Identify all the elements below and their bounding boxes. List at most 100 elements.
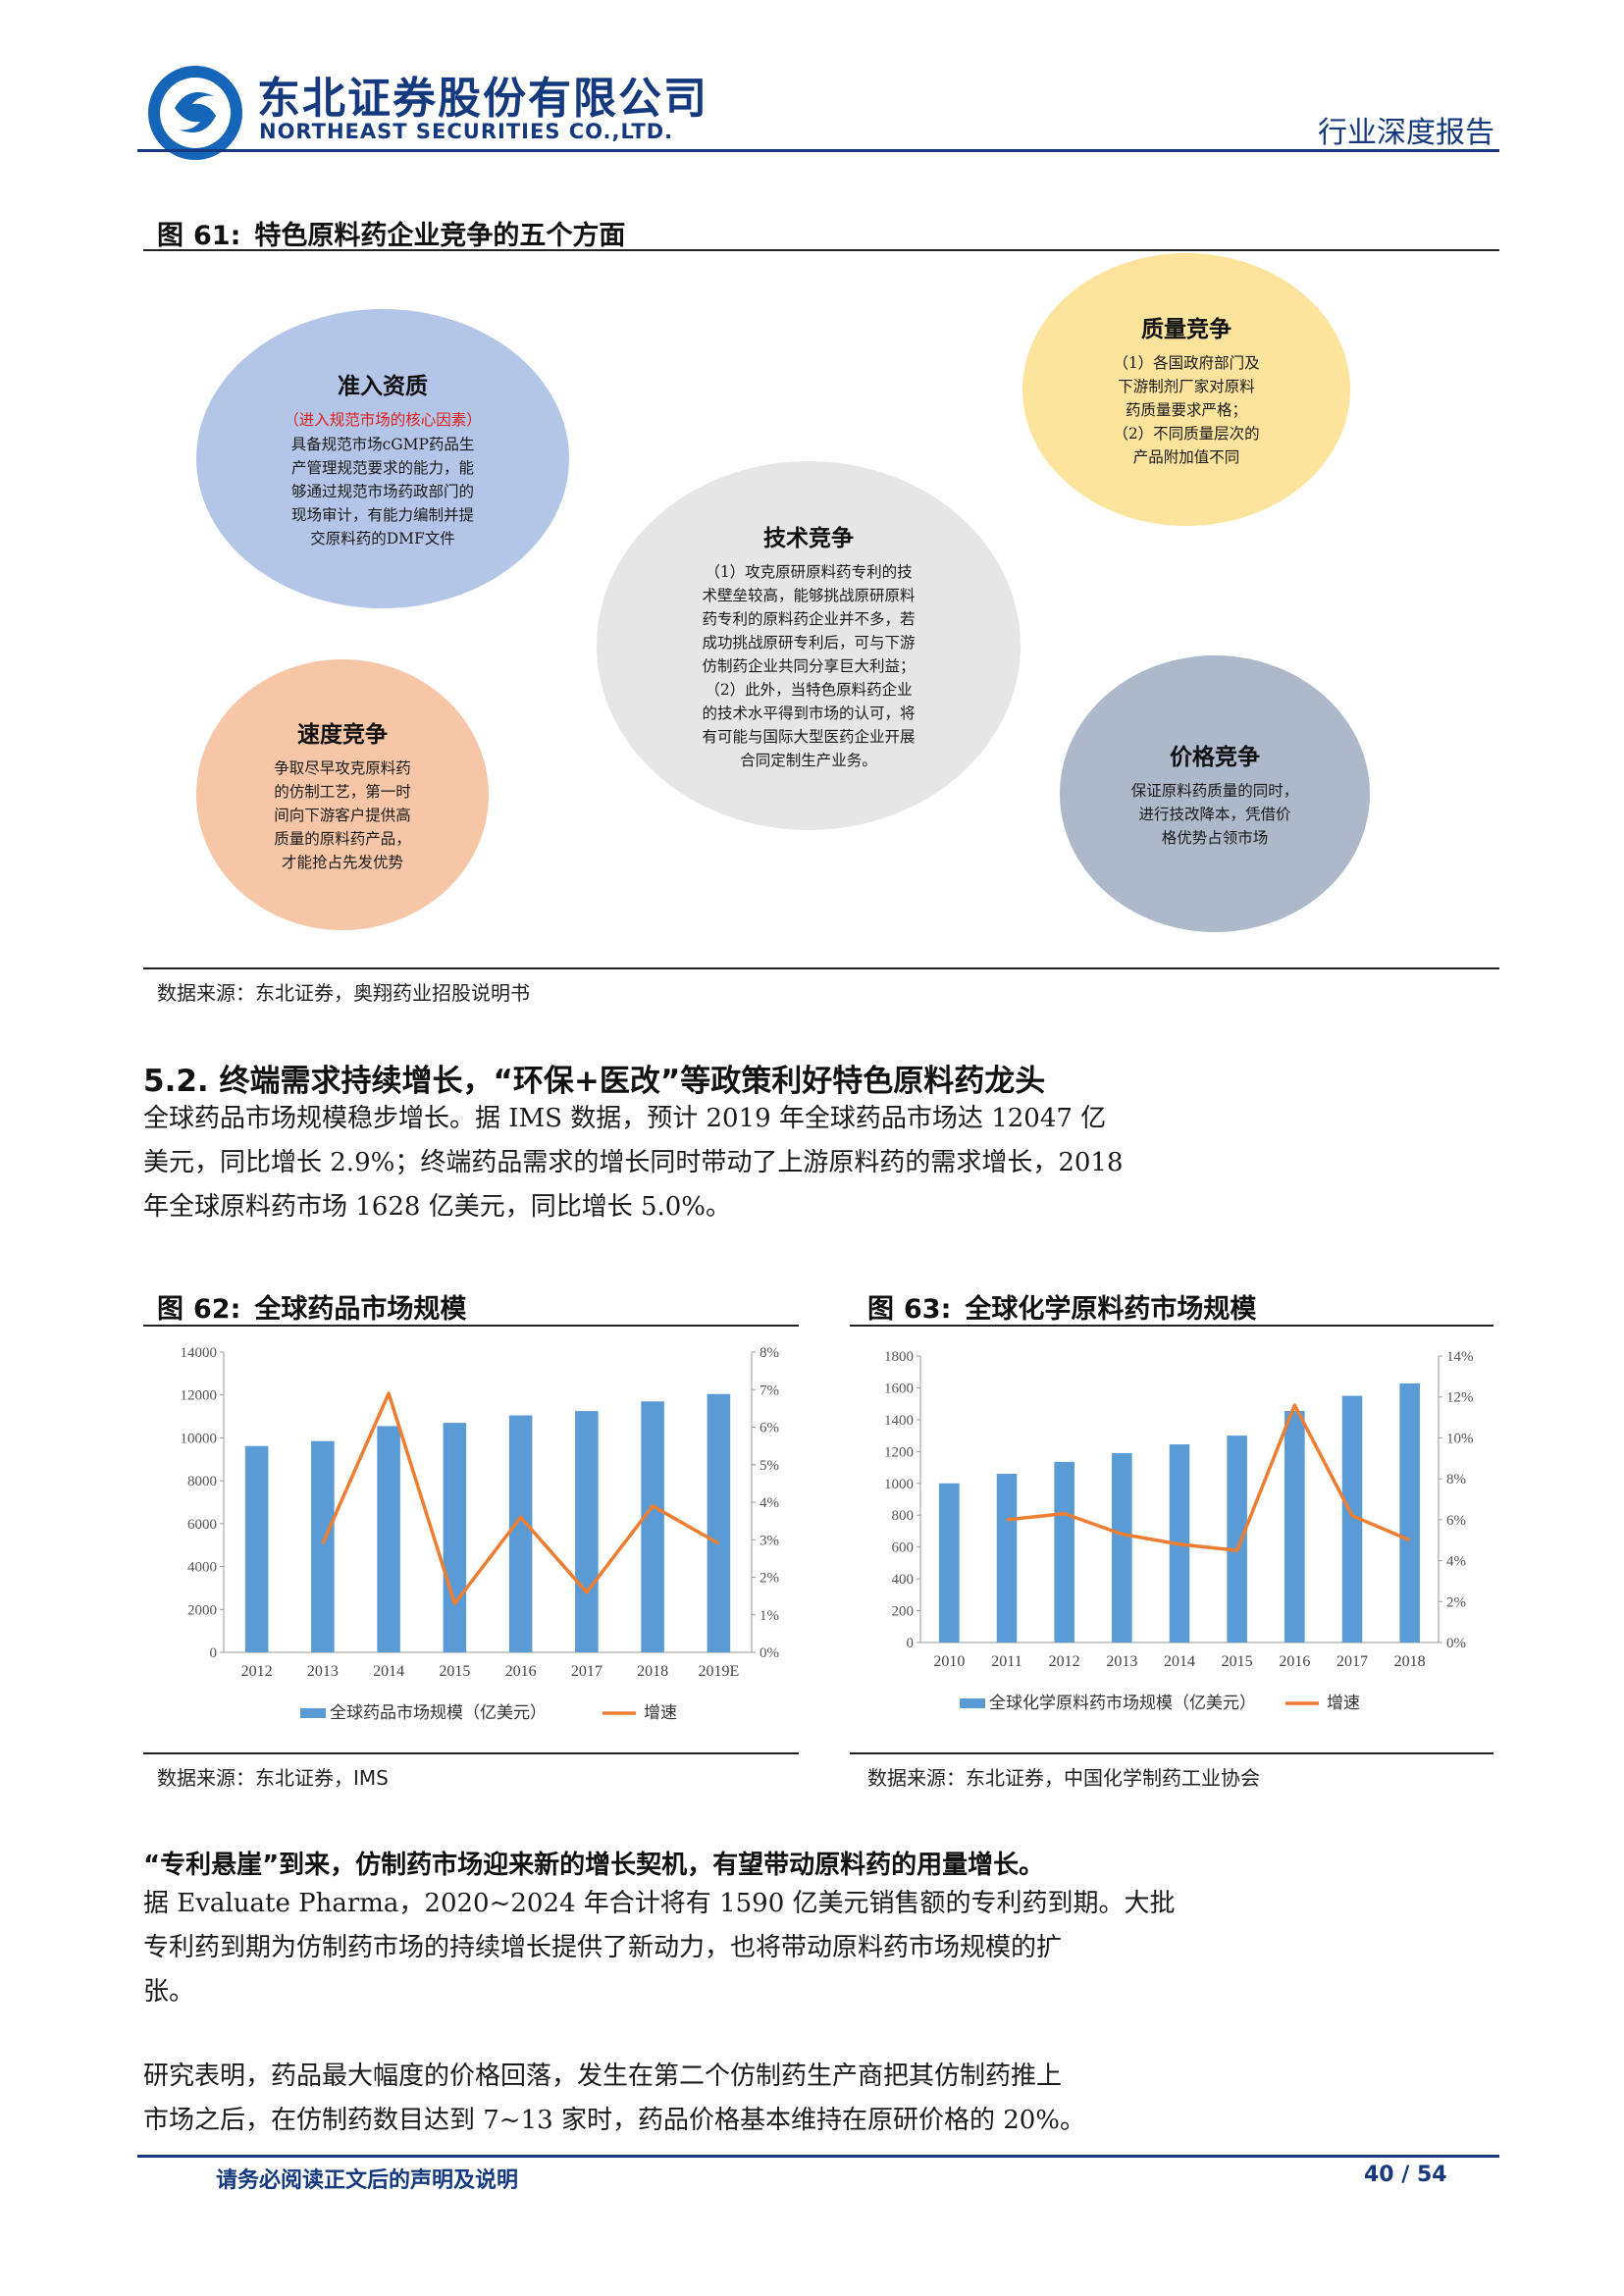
x-tick-label: 2015 [1222,1653,1253,1670]
right-tick-label: 0% [760,1645,779,1661]
legend-line-label: 增速 [644,1703,677,1723]
bubble-line: 的仿制工艺，第一时 [274,783,411,801]
left-tick-label: 14000 [181,1345,218,1361]
bar [508,1415,533,1652]
bar [1399,1383,1420,1643]
bubble-line: （2）此外，当特色原料药企业 [705,681,913,699]
para-line: 据 Evaluate Pharma，2020~2024 年合计将有 1590 亿… [143,1889,1176,1918]
x-tick-label: 2012 [241,1663,273,1680]
x-tick-label: 2015 [439,1663,470,1680]
right-tick-label: 4% [760,1495,779,1511]
figure62-label: 图 [157,1294,183,1325]
left-tick-label: 8000 [187,1474,217,1489]
bubble-line: 合同定制生产业务。 [740,752,877,769]
figure62-bottom-rule [143,1752,799,1754]
right-tick-label: 2% [760,1571,779,1587]
growth-line [321,1391,720,1606]
figure61-top-rule [143,249,1499,251]
right-tick-label: 2% [1446,1594,1466,1610]
para-line: 研究表明，药品最大幅度的价格回落，发生在第二个仿制药生产商把其仿制药推上 [143,2061,1063,2091]
para-line: 张。 [143,1977,195,2007]
growth-line [1006,1403,1411,1552]
research-paragraph: 研究表明，药品最大幅度的价格回落，发生在第二个仿制药生产商把其仿制药推上 市场之… [143,2055,1183,2143]
legend-bar-label: 全球化学原料药市场规模（亿美元） [989,1694,1256,1713]
x-tick-label: 2012 [1049,1653,1080,1670]
left-tick-label: 800 [892,1508,915,1524]
right-tick-label: 8% [1446,1472,1466,1487]
legend-bar-swatch [960,1698,985,1708]
bar [1227,1435,1247,1643]
figure63-label: 图 [867,1294,894,1325]
left-tick-label: 4000 [187,1560,217,1576]
document-type: 行业深度报告 [1318,116,1494,150]
bubble-speed: 速度竞争 争取尽早攻克原料药 的仿制工艺，第一时 间向下游客户提供高 质量的原料… [196,659,489,930]
figure61-bottom-rule [143,967,1499,969]
bubble-access-qualification: 准入资质 （进入规范市场的核心因素） 具备规范市场cGMP药品生 产管理规范要求… [196,309,569,608]
bar [641,1401,664,1652]
left-tick-label: 1600 [884,1381,914,1396]
right-tick-label: 14% [1446,1349,1474,1365]
left-tick-label: 600 [892,1540,915,1556]
left-tick-label: 200 [892,1604,915,1620]
x-tick-label: 2018 [637,1663,668,1680]
bar [575,1411,599,1652]
bubble-line: 进行技改降本，凭借价 [1138,806,1291,823]
bubble-line: 的技术水平得到市场的认可，将 [702,704,916,722]
figure61-source: 数据来源：东北证券，奥翔药业招股说明书 [157,981,530,1005]
legend-line-label: 增速 [1327,1694,1360,1713]
bar [1054,1461,1074,1643]
bubble-line: 交原料药的DMF文件 [310,530,455,548]
para-line: 美元，同比增长 2.9%；终端药品需求的增长同时带动了上游原料药的需求增长，20… [143,1148,1124,1177]
patent-lead: “专利悬崖”到来，仿制药市场迎来新的增长契机，有望带动原料药的用量增长。 [143,1851,1045,1880]
bubble-line: 保证原料药质量的同时， [1130,782,1299,800]
para-line: 市场之后，在仿制药数目达到 7~13 家时，药品价格基本维持在原研价格的 20%… [143,2106,1085,2135]
right-tick-label: 3% [760,1533,779,1548]
bubble-line: 产管理规范要求的能力，能 [290,459,474,477]
bubble-line: 下游制剂厂家对原料 [1118,378,1255,395]
x-tick-label: 2017 [571,1663,602,1680]
bubble-title: 准入资质 [338,374,428,399]
bar [996,1474,1018,1643]
bubble-line: 现场审计，有能力编制并提 [290,506,474,524]
footer-rule [137,2155,1499,2158]
figure63-top-rule [850,1325,1493,1327]
bubble-line: 格优势占领市场 [1161,829,1269,847]
bubble-title: 技术竞争 [763,526,854,551]
right-tick-label: 10% [1446,1431,1474,1446]
x-tick-label: 2011 [991,1653,1022,1670]
patent-paragraph: 据 Evaluate Pharma，2020~2024 年合计将有 1590 亿… [143,1882,1183,2014]
legend-bar-swatch [300,1708,326,1718]
figure62-number: 62: [193,1294,241,1325]
right-tick-label: 8% [760,1345,779,1361]
x-tick-label: 2016 [1279,1653,1310,1670]
figure62-top-rule [143,1325,799,1327]
x-tick-label: 2013 [307,1663,339,1680]
left-tick-label: 1200 [884,1444,914,1460]
right-tick-label: 1% [760,1608,779,1624]
bar [377,1426,400,1652]
right-tick-label: 12% [1446,1390,1474,1406]
company-name-en: NORTHEAST SECURITIES CO.,LTD. [259,120,674,143]
figure61-label: 图 [157,221,183,251]
bubble-title: 价格竞争 [1170,745,1260,770]
bubble-line: （2）不同质量层次的 [1113,425,1260,443]
right-tick-label: 5% [760,1458,779,1474]
bubble-quality: 质量竞争 （1）各国政府部门及 下游制剂厂家对原料 药质量要求严格； （2）不同… [1022,253,1350,526]
bubble-line: 成功挑战原研专利后，可与下游 [702,634,916,652]
bubble-line: 质量的原料药产品， [274,830,411,848]
left-tick-label: 1400 [884,1413,914,1429]
bubble-line: 才能抢占先发优势 [281,854,403,871]
bar [1341,1395,1363,1643]
page-number: 40 / 54 [1364,2163,1447,2187]
bar [244,1445,269,1652]
logo-icon [148,66,242,160]
bubble-line: 够通过规范市场药政部门的 [290,483,474,500]
x-tick-label: 2014 [1164,1653,1195,1670]
left-tick-label: 0 [210,1645,218,1661]
bar [939,1483,960,1643]
company-name-cn: 东北证券股份有限公司 [257,74,708,124]
company-logo [145,63,245,163]
bubble-line: 有可能与国际大型医药企业开展 [702,728,916,746]
bar [443,1423,467,1652]
figure61-caption: 特色原料药企业竞争的五个方面 [254,221,626,251]
